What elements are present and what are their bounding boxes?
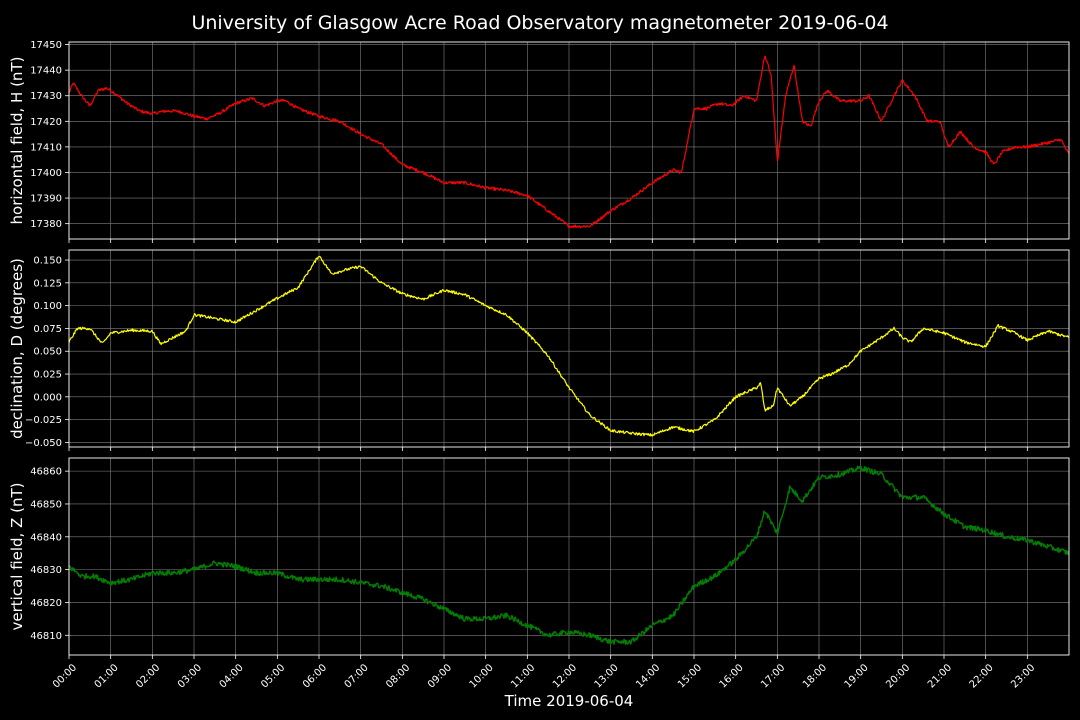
- x-tick-label: 00:00: [51, 662, 79, 690]
- y-tick-label: 17390: [30, 194, 62, 205]
- panel-frame: [68, 249, 1070, 448]
- x-tick-label: 02:00: [134, 662, 162, 690]
- panel-1: 17380 17390 17400 17410 17420 17430 17440 17450…: [8, 40, 1070, 243]
- panels-layer: 17380 17390 17400 17410 17420 17430 17440 17450…: [8, 40, 1070, 659]
- y-tick-label: 0.150: [33, 256, 62, 267]
- y-tick-label: 46830: [30, 565, 62, 576]
- y-tick-label: 46850: [30, 499, 62, 510]
- y-tick-label: 0.075: [33, 324, 62, 335]
- x-tick-label: 03:00: [176, 662, 204, 690]
- y-tick-label: 17410: [30, 142, 62, 153]
- x-tick-label: 12:00: [551, 662, 579, 690]
- y-tick-label: 0.100: [33, 301, 62, 312]
- x-tick-label: 23:00: [1009, 662, 1037, 690]
- x-tick-label: 07:00: [343, 662, 371, 690]
- x-tick-label: 22:00: [968, 662, 996, 690]
- x-tick-label: 04:00: [218, 662, 246, 690]
- y-tick-label: 0.000: [33, 392, 62, 403]
- x-tick-label: 18:00: [801, 662, 829, 690]
- series-line: [68, 55, 1070, 229]
- x-tick-label: 20:00: [884, 662, 912, 690]
- x-tick-label: 09:00: [426, 662, 454, 690]
- y-tick-label: 0.050: [33, 347, 62, 358]
- y-tick-label: 46840: [30, 532, 62, 543]
- x-tick-label: 10:00: [468, 662, 496, 690]
- series-line: [68, 255, 1070, 437]
- y-tick-label: 17420: [30, 117, 62, 128]
- y-tick-label: 17400: [30, 168, 62, 179]
- y-axis-label: declination, D (degrees): [8, 258, 26, 439]
- y-tick-label: −0.050: [25, 438, 62, 449]
- y-tick-label: 46860: [30, 467, 62, 478]
- y-tick-label: 46820: [30, 598, 62, 609]
- y-tick-label: 0.125: [33, 278, 62, 289]
- chart-title: University of Glasgow Acre Road Observat…: [191, 12, 888, 34]
- y-tick-label: 17430: [30, 91, 62, 102]
- x-tick-label: 05:00: [259, 662, 287, 690]
- series-line: [68, 465, 1070, 645]
- panel-frame: [68, 457, 1070, 656]
- x-tick-label: 17:00: [759, 662, 787, 690]
- x-axis-ticks: 00:00 01:00 02:00 03:00 04:00 05:00 06:00 07:00…: [51, 662, 1037, 690]
- x-tick-label: 16:00: [718, 662, 746, 690]
- x-tick-label: 21:00: [926, 662, 954, 690]
- y-tick-label: 17380: [30, 219, 62, 230]
- x-tick-label: 01:00: [93, 662, 121, 690]
- y-tick-label: 46810: [30, 631, 62, 642]
- x-tick-label: 13:00: [593, 662, 621, 690]
- x-tick-label: 14:00: [634, 662, 662, 690]
- y-tick-label: 17440: [30, 66, 62, 77]
- y-tick-label: 0.025: [33, 370, 62, 381]
- x-axis-label: Time 2019-06-04: [504, 692, 634, 710]
- x-tick-label: 15:00: [676, 662, 704, 690]
- panel-3: 46810 46820 46830 46840 46850 46860 vertical f…: [8, 457, 1070, 659]
- panel-frame: [68, 41, 1070, 240]
- y-axis-label: horizontal field, H (nT): [8, 57, 26, 225]
- y-axis-label: vertical field, Z (nT): [8, 482, 26, 630]
- x-tick-label: 19:00: [843, 662, 871, 690]
- y-tick-label: 17450: [30, 40, 62, 51]
- x-tick-label: 11:00: [509, 662, 537, 690]
- y-tick-label: −0.025: [25, 415, 62, 426]
- x-tick-label: 06:00: [301, 662, 329, 690]
- x-tick-label: 08:00: [384, 662, 412, 690]
- panel-2: −0.050 −0.025 0.000 0.025 0.050 0.075 0.100 0.1…: [8, 249, 1070, 451]
